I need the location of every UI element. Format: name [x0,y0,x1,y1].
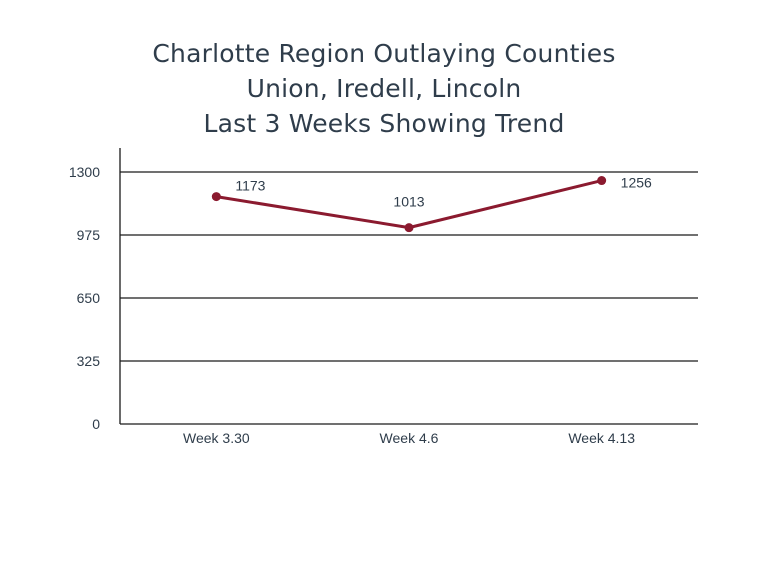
chart-title: Charlotte Region Outlaying Counties Unio… [0,36,768,141]
x-tick-label-0: Week 3.30 [183,430,250,446]
x-tick-label-1: Week 4.6 [380,430,439,446]
data-point-2 [597,176,607,186]
x-tick-label-2: Week 4.13 [568,430,635,446]
y-tick-label-4: 1300 [69,164,100,180]
y-tick-label-2: 650 [77,290,101,306]
chart-title-line-1: Charlotte Region Outlaying Counties [152,39,616,68]
chart-title-line-2: Union, Iredell, Lincoln [246,74,522,103]
y-tick-label-0: 0 [92,416,100,432]
data-point-1 [404,223,414,233]
chart-title-line-3: Last 3 Weeks Showing Trend [203,109,565,138]
data-label-2: 1256 [621,175,652,191]
data-label-1: 1013 [393,194,424,210]
y-tick-label-3: 975 [77,227,101,243]
data-label-0: 1173 [235,178,265,194]
data-point-0 [211,192,221,202]
y-tick-label-1: 325 [77,353,101,369]
